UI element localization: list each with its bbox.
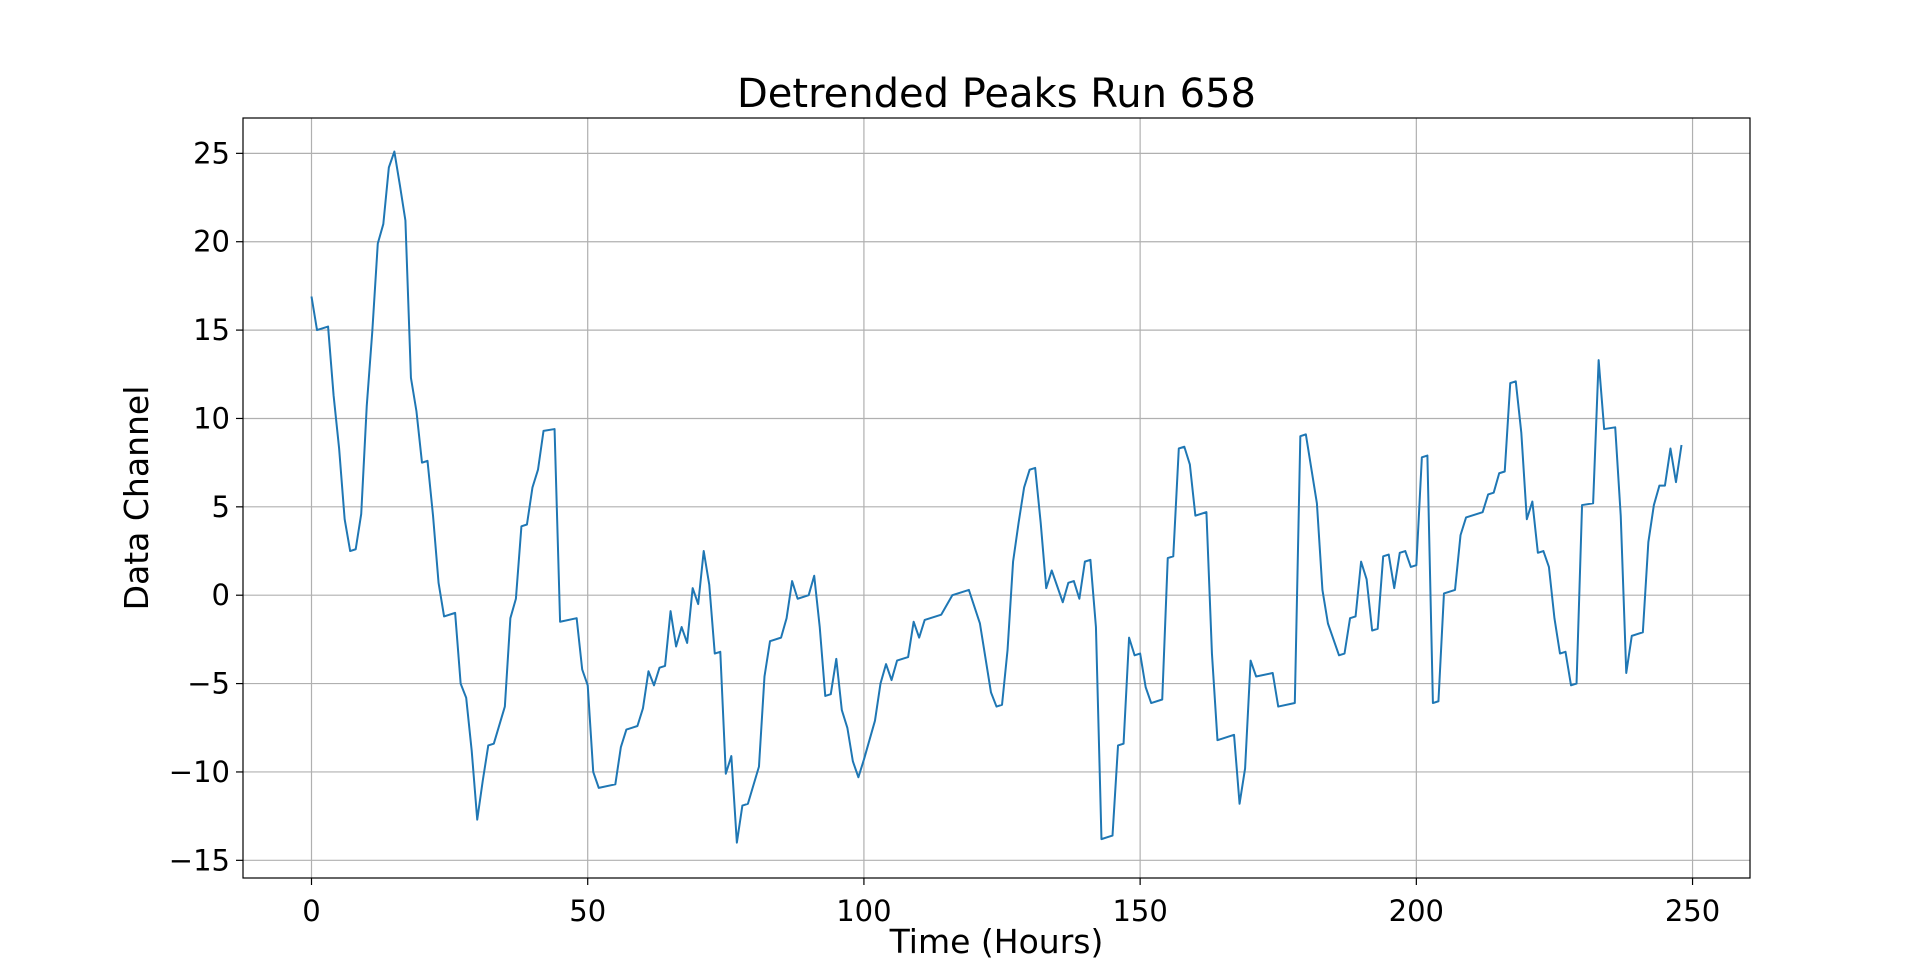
x-tick-label: 200 — [1389, 894, 1444, 928]
series-line — [310, 150, 1683, 844]
y-tick-label: 25 — [193, 136, 230, 170]
y-tick-label: 10 — [193, 401, 230, 435]
x-tick-label: 150 — [1112, 894, 1167, 928]
x-tick-label: 100 — [836, 894, 891, 928]
y-tick-label: 5 — [212, 490, 230, 524]
y-axis-tick-labels: −15 −10 −5 0 5 10 15 20 25 — [169, 136, 230, 877]
grid-lines — [243, 118, 1750, 878]
y-tick-label: −10 — [169, 755, 230, 789]
x-axis-tick-labels: 0 50 100 150 200 250 — [302, 894, 1720, 928]
x-tick-label: 50 — [569, 894, 606, 928]
x-tick-label: 250 — [1665, 894, 1720, 928]
x-tick-label: 0 — [302, 894, 320, 928]
x-axis-label: Time (Hours) — [889, 922, 1104, 961]
chart-title: Detrended Peaks Run 658 — [737, 71, 1256, 117]
y-tick-label: −15 — [169, 843, 230, 877]
y-axis-label: Data Channel — [117, 386, 156, 611]
data-series — [310, 150, 1683, 844]
plot-frame — [242, 117, 1751, 879]
y-tick-label: 15 — [193, 313, 230, 347]
y-tick-label: −5 — [187, 667, 230, 701]
tick-marks — [236, 152, 1694, 885]
y-tick-label: 20 — [193, 225, 230, 259]
y-tick-label: 0 — [212, 578, 230, 612]
